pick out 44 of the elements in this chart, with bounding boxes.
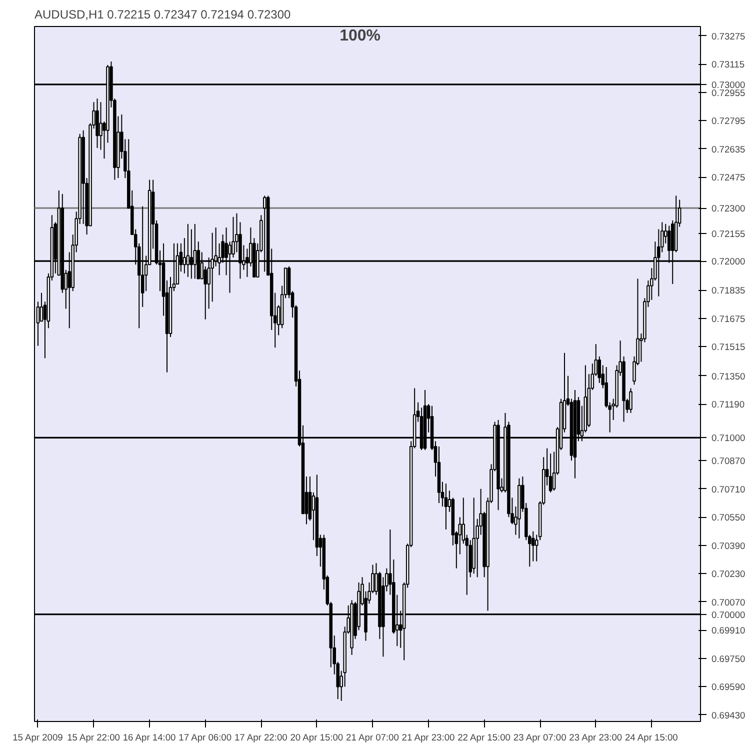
y-tick-label: 0.72475 [712, 172, 746, 183]
y-tick-label: 0.70230 [712, 569, 746, 580]
x-tick-label: 15 Apr 2009 [12, 732, 63, 742]
ref-line-label: 0.71000 [712, 433, 746, 444]
x-tick-label: 17 Apr 22:00 [234, 732, 288, 742]
ref-line-label: 0.72000 [712, 256, 746, 267]
candlestick [204, 266, 207, 320]
y-tick-label: 0.69590 [712, 682, 746, 692]
chart-title: AUDUSD,H1 0.72215 0.72347 0.72194 0.72300 [34, 8, 292, 22]
x-tick-label: 17 Apr 06:00 [178, 732, 232, 742]
y-tick-label: 0.72155 [712, 229, 746, 240]
y-tick-label: 0.71675 [712, 314, 746, 324]
ref-line-label: 0.70000 [712, 610, 746, 620]
y-tick-label: 0.72955 [712, 88, 746, 98]
x-tick-label: 21 Apr 07:00 [346, 732, 399, 742]
y-tick-label: 0.70710 [712, 484, 746, 494]
ref-line-label: 0.73000 [712, 80, 746, 90]
y-tick-label: 0.71835 [712, 286, 746, 296]
y-tick-label: 0.70870 [712, 456, 746, 466]
y-tick-label: 0.71515 [712, 342, 746, 352]
y-tick-label: 0.69910 [712, 626, 746, 636]
y-tick-label: 0.73275 [712, 31, 746, 42]
y-tick-label: 0.70070 [712, 597, 746, 608]
x-tick-label: 23 Apr 07:00 [513, 732, 566, 742]
y-tick-label: 0.69430 [712, 710, 746, 720]
y-tick-label: 0.72635 [712, 144, 746, 154]
x-tick-label: 24 Apr 15:00 [624, 732, 678, 742]
x-tick-label: 16 Apr 14:00 [122, 732, 176, 742]
x-tick-label: 21 Apr 23:00 [402, 732, 455, 742]
x-tick-label: 15 Apr 22:00 [67, 732, 120, 742]
x-tick-label: 23 Apr 23:00 [569, 732, 622, 742]
y-tick-label: 0.71350 [712, 371, 746, 382]
annotation: 100% [340, 28, 381, 44]
y-tick-label: 0.70390 [712, 540, 746, 551]
y-tick-label: 0.71190 [712, 400, 745, 410]
y-tick-label: 0.70550 [712, 512, 746, 523]
y-tick-label: 0.69750 [712, 654, 746, 664]
x-tick-label: 22 Apr 15:00 [458, 732, 511, 742]
x-tick-label: 20 Apr 15:00 [290, 732, 344, 742]
candlestick [444, 483, 448, 530]
y-tick-label: 0.73115 [712, 60, 745, 70]
ref-line-label: 0.72300 [712, 204, 746, 214]
y-tick-label: 0.72795 [712, 116, 746, 126]
candlestick [629, 388, 632, 414]
